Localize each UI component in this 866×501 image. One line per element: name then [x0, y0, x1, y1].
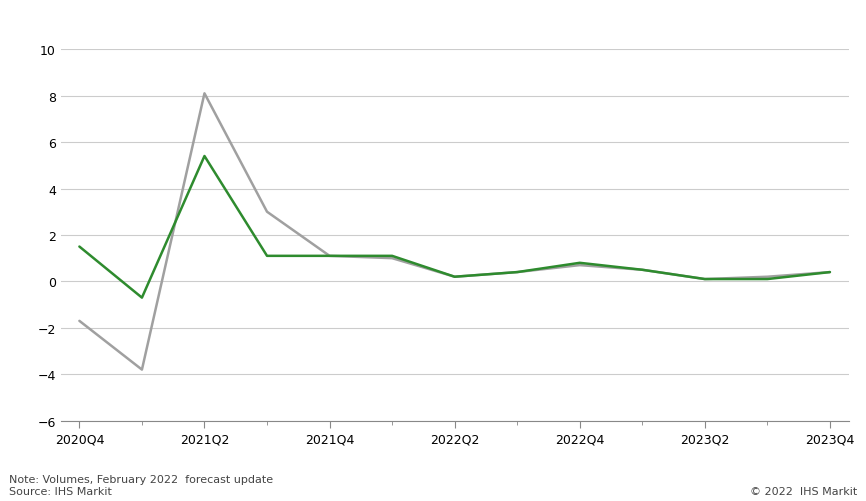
Text: Note: Volumes, February 2022  forecast update
Source: IHS Markit: Note: Volumes, February 2022 forecast up… — [9, 474, 273, 496]
Text: UK GDP & private consumption, quarter-on-quarter, percent: UK GDP & private consumption, quarter-on… — [9, 15, 469, 30]
Text: © 2022  IHS Markit: © 2022 IHS Markit — [750, 486, 857, 496]
